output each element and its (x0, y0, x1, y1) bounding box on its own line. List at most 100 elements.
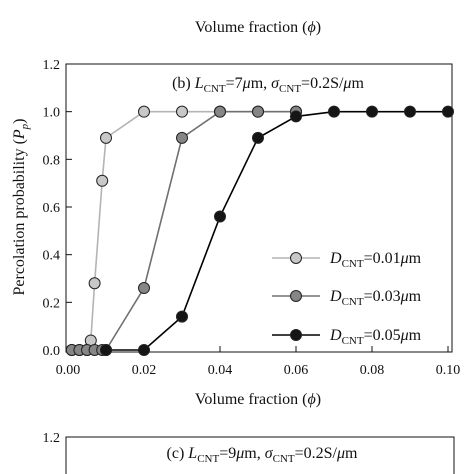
title-part: CNT (273, 453, 295, 465)
label-part: =0.01 (364, 250, 401, 267)
data-point (138, 282, 150, 295)
legend-label: DCNT=0.03μm (329, 288, 422, 308)
label-part: D (329, 250, 342, 267)
legend-label: DCNT=0.01μm (329, 250, 422, 270)
y-tick-label: 1.2 (43, 431, 61, 446)
label-part: =0.05 (364, 327, 401, 344)
label-part: ϕ (307, 391, 315, 408)
legend-marker (290, 290, 302, 302)
x-tick-label: 0.04 (208, 0, 233, 4)
title-part: L (194, 75, 204, 92)
title-part: CNT (197, 453, 219, 465)
label-part: CNT (342, 335, 364, 347)
title-part: CNT (204, 83, 226, 95)
legend-marker (290, 252, 302, 264)
label-part: m (409, 288, 422, 305)
y-axis-label: Percolation probability (Pp) (11, 118, 31, 295)
label-part: ) (316, 391, 321, 408)
title-part: σ (271, 75, 280, 92)
x-tick-label: 0.08 (360, 363, 385, 378)
label-part: D (329, 288, 342, 305)
label-part: ) (11, 118, 28, 123)
data-point (366, 105, 378, 118)
data-point (100, 344, 112, 356)
label-part: ϕ (307, 19, 315, 36)
y-tick-label: 0.6 (43, 201, 61, 216)
x-tick-label: 0.06 (284, 363, 309, 378)
title-part: m, (244, 445, 264, 462)
label-part: p (19, 123, 31, 130)
y-tick-label: 0.2 (43, 296, 61, 311)
label-part: m (409, 250, 422, 267)
x-tick-label: 0.08 (360, 0, 385, 4)
x-tick-label: 0.04 (208, 363, 233, 378)
y-tick-label: 0.0 (43, 344, 61, 359)
title-part: =0.2S/ (301, 75, 344, 92)
label-part: D (329, 327, 342, 344)
data-point (252, 105, 264, 118)
data-point (88, 277, 101, 290)
plot-frame (65, 63, 453, 353)
chart-title: (b) LCNT=7μm, σCNT=0.2S/μm (172, 75, 364, 95)
data-point (176, 131, 188, 144)
label-part: Percolation probability ( (11, 139, 28, 295)
data-point (96, 174, 109, 187)
plot-frame (65, 436, 455, 474)
plot-area (65, 63, 454, 356)
title-part: μ (235, 445, 244, 462)
label-part: =0.03 (364, 288, 401, 305)
label-part: Volume fraction ( (195, 19, 308, 36)
label-part: P (11, 129, 28, 140)
title-part: m (345, 445, 358, 462)
title-part: L (187, 445, 197, 462)
label-part: m (409, 327, 422, 344)
label-part: ) (316, 19, 321, 36)
title-part: m (351, 75, 364, 92)
x-tick-label: 0.02 (132, 0, 157, 4)
x-tick-label: 0.00 (56, 0, 81, 4)
data-point (442, 105, 454, 118)
legend-label: DCNT=0.05μm (329, 327, 422, 347)
data-point (138, 344, 150, 356)
x-tick-label: 0.02 (132, 363, 157, 378)
x-tick-label: 0.10 (436, 363, 461, 378)
label-part: CNT (342, 258, 364, 270)
y-tick-label: 0.8 (43, 153, 61, 168)
x-tick-label: 0.10 (436, 0, 461, 4)
x-axis-label: Volume fraction (ϕ) (195, 391, 321, 408)
x-axis-label: Volume fraction (ϕ) (195, 19, 321, 36)
data-point (328, 105, 340, 118)
data-point (404, 105, 416, 118)
chart-title: (c) LCNT=9μm, σCNT=0.2S/μm (167, 445, 358, 465)
data-point (290, 110, 302, 123)
data-point (100, 131, 112, 144)
title-part: (b) (172, 75, 195, 92)
data-point (176, 310, 188, 323)
title-part: CNT (279, 83, 301, 95)
label-part: μ (400, 327, 409, 344)
title-part: =7 (226, 75, 243, 92)
data-point (138, 105, 150, 118)
data-point (214, 105, 226, 118)
data-point (176, 105, 188, 118)
title-part: μ (242, 75, 251, 92)
y-tick-label: 1.2 (43, 58, 61, 73)
legend-marker (290, 329, 302, 341)
label-part: CNT (342, 296, 364, 308)
title-part: (c) (167, 445, 189, 462)
title-part: σ (265, 445, 274, 462)
x-tick-label: 0.06 (284, 0, 309, 4)
title-part: m, (251, 75, 271, 92)
title-part: μ (336, 445, 345, 462)
label-part: μ (400, 288, 409, 305)
title-part: =9 (219, 445, 236, 462)
label-part: μ (400, 250, 409, 267)
data-point (214, 210, 226, 223)
data-point (252, 131, 264, 144)
label-part: Volume fraction ( (195, 391, 308, 408)
y-tick-label: 1.0 (43, 106, 61, 121)
series-line (106, 110, 448, 351)
y-tick-label: 0.4 (43, 249, 61, 264)
